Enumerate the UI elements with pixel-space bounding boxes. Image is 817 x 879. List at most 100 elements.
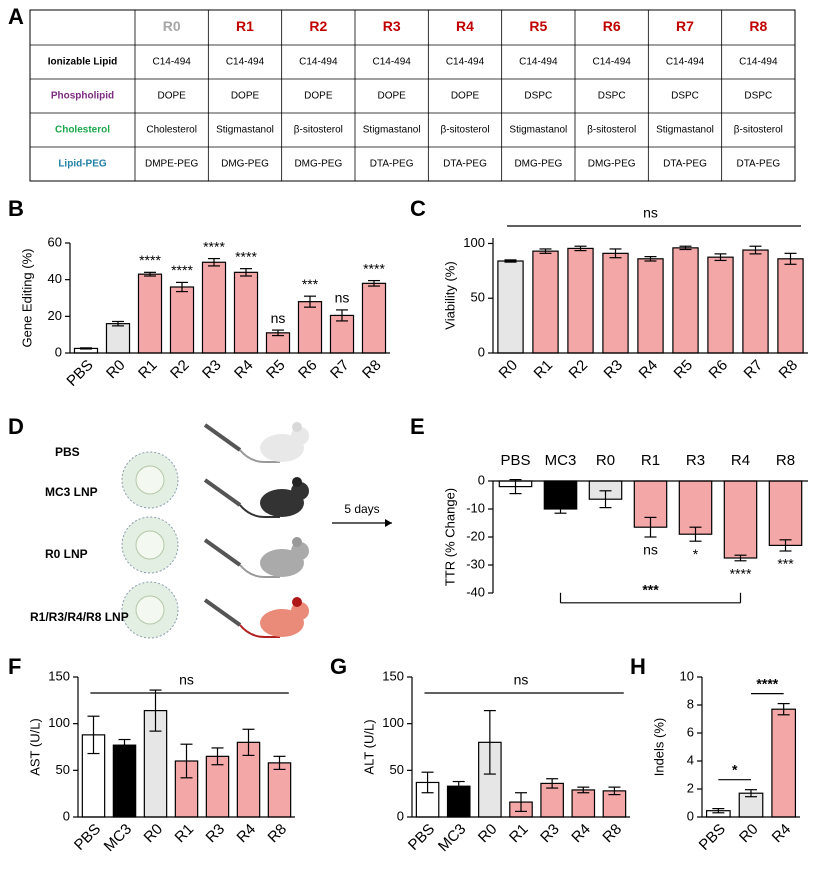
bar [137,273,163,354]
significance: *** [777,556,794,572]
y-tick-label: 50 [471,290,485,305]
mouse [260,422,309,462]
nanoparticle [121,581,179,639]
table-cell: DSPC [671,91,699,102]
y-tick-label: 150 [48,668,70,683]
bar [497,260,524,354]
y-tick-label: -10 [466,500,485,515]
x-tick-label: PBS [500,452,530,469]
panel-label: G [330,654,347,679]
bar [233,271,259,354]
x-tick-label: R1 [135,357,161,383]
x-tick-label: MC3 [545,452,577,469]
significance: ns [643,205,658,221]
x-tick-label: R1 [172,821,198,847]
x-tick-label: R7 [741,357,767,383]
significance: **** [756,675,778,691]
y-tick-label: -30 [466,556,485,571]
table-cell: β-sitosterol [294,125,343,136]
y-tick-label: 50 [390,762,404,777]
table-cell: DTA-PEG [370,159,414,170]
bar [672,247,699,354]
table-cell: DOPE [377,91,406,102]
bar [777,258,804,354]
bar [723,480,758,559]
diagram [121,422,392,639]
table-cell: C14-494 [446,57,485,68]
y-tick-label: -40 [466,584,485,599]
x-tick-label: R0 [496,357,522,383]
syringe [203,598,280,638]
x-tick-label: R6 [706,357,732,383]
y-tick-label: 100 [382,715,404,730]
mouse [260,597,309,637]
x-tick-label: R0 [736,821,762,847]
bar [768,480,803,547]
x-tick-label: R6 [295,357,321,383]
bar [742,249,769,354]
y-tick-label: 20 [48,308,62,323]
x-tick-label: R8 [599,821,625,847]
y-tick-label: 6 [687,724,694,739]
table-cell: DSPC [744,91,772,102]
x-tick-label: PBS [405,821,438,854]
bar [112,744,137,818]
x-tick-label: R8 [359,357,385,383]
y-tick-label: 8 [687,696,694,711]
table-cell: C14-494 [226,57,265,68]
y-tick-label: 0 [478,344,485,359]
significance: **** [730,566,752,582]
bar [602,252,629,354]
mouse [260,477,309,517]
x-tick-label: R0 [141,821,167,847]
bar [201,261,227,354]
significance: * [693,546,699,562]
panel-label: A [8,4,24,29]
x-tick-label: R0 [103,357,129,383]
group-label: PBS [55,445,80,459]
table-cell: DOPE [231,91,260,102]
row-header: Ionizable Lipid [48,57,117,68]
column-header: R1 [236,18,254,34]
table-cell: C14-494 [739,57,778,68]
y-tick-label: 4 [687,752,694,767]
table-cell: DTA-PEG [443,159,487,170]
table-cell: DMG-PEG [294,159,342,170]
x-tick-label: MC3 [435,821,469,855]
group-label: R1/R3/R4/R8 LNP [30,610,129,624]
row-header: Phospholipid [51,91,114,102]
table-cell: DTA-PEG [736,159,780,170]
x-tick-label: R3 [601,357,627,383]
group-label: MC3 LNP [45,485,98,499]
column-header: R0 [163,18,181,34]
panel-label: D [8,414,24,439]
y-tick-label: 40 [48,271,62,286]
table-cell: DOPE [157,91,186,102]
x-tick-label: R8 [776,357,802,383]
y-axis-label: AST (U/L) [27,718,42,776]
x-tick-label: R7 [327,357,353,383]
table-cell: β-sitosterol [587,125,636,136]
y-axis-label: Viability (%) [442,261,457,329]
table-cell: DSPC [598,91,626,102]
y-tick-label: 2 [687,780,694,795]
row-header: Cholesterol [55,125,110,136]
x-tick-label: PBS [71,821,104,854]
y-axis-label: ALT (U/L) [361,719,376,774]
panel-label: E [410,414,425,439]
y-tick-label: 150 [382,668,404,683]
x-tick-label: R1 [531,357,557,383]
y-tick-label: 50 [56,762,70,777]
table-cell: C14-494 [152,57,191,68]
x-tick-label: R3 [537,821,563,847]
row-header: Lipid-PEG [58,159,107,170]
column-header: R8 [749,18,767,34]
y-axis-label: Indels (%) [651,718,666,777]
x-tick-label: R4 [231,357,257,383]
panel-label: H [630,654,646,679]
bar [169,286,195,354]
x-tick-label: R1 [506,821,532,847]
y-tick-label: 60 [48,234,62,249]
